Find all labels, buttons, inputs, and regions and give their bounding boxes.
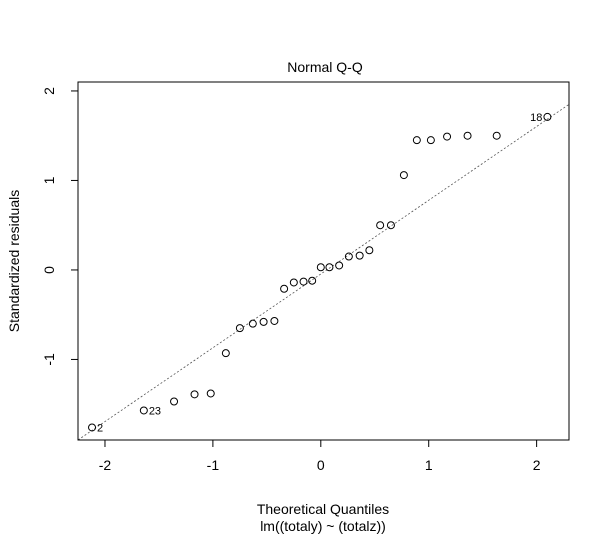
point-label: 23 [149, 405, 161, 417]
point-labels: 2 23 18 [97, 112, 542, 435]
data-point [463, 131, 472, 140]
y-tick-label: -1 [41, 353, 57, 366]
data-point [412, 136, 421, 145]
data-point [88, 423, 97, 432]
data-point [270, 316, 279, 325]
point-label: 18 [530, 112, 542, 124]
y-axis: -1 0 1 2 [41, 87, 78, 366]
x-tick-label: -1 [207, 457, 220, 473]
data-point [325, 263, 334, 272]
data-point [170, 397, 179, 406]
data-point [308, 276, 317, 285]
data-point [376, 221, 385, 230]
data-point [399, 171, 408, 180]
y-tick-label: 2 [41, 87, 57, 95]
data-point [235, 324, 244, 333]
data-point [299, 277, 308, 286]
data-point [280, 284, 289, 293]
data-point [426, 136, 435, 145]
x-axis-sublabel: lm((totaly) ~ (totalz)) [260, 518, 386, 534]
x-axis: -2 -1 0 1 2 [99, 440, 541, 473]
data-point [492, 131, 501, 140]
data-point [139, 406, 148, 415]
data-point [289, 278, 298, 287]
data-point [316, 263, 325, 272]
x-tick-label: 0 [317, 457, 325, 473]
reference-line [77, 104, 570, 441]
y-tick-label: 1 [41, 176, 57, 184]
data-point [248, 319, 257, 328]
x-tick-label: 2 [533, 457, 541, 473]
data-point [543, 112, 552, 121]
x-tick-label: -2 [99, 457, 112, 473]
x-axis-label: Theoretical Quantiles [257, 501, 389, 517]
data-point [259, 317, 268, 326]
data-point [221, 349, 230, 358]
data-point [443, 132, 452, 141]
data-point [344, 252, 353, 261]
data-point [190, 390, 199, 399]
data-point [335, 261, 344, 270]
point-label: 2 [97, 422, 103, 434]
y-axis-label: Standardized residuals [6, 190, 22, 332]
y-tick-label: 0 [41, 266, 57, 274]
data-point [386, 221, 395, 230]
data-point [206, 389, 215, 398]
x-tick-label: 1 [425, 457, 433, 473]
points [88, 112, 552, 432]
data-point [365, 246, 374, 255]
chart-title: Normal Q-Q [287, 59, 363, 75]
plot-frame [77, 81, 570, 441]
data-point [355, 251, 364, 260]
